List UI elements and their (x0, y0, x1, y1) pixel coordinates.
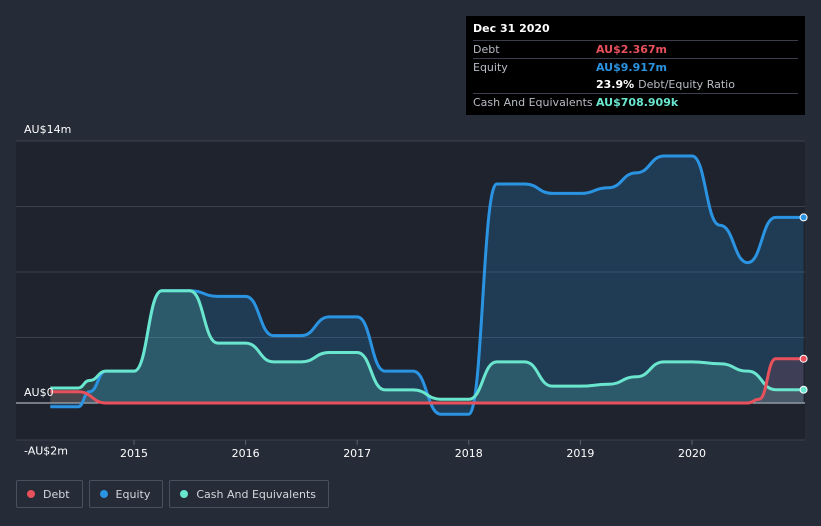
tooltip-label-debt: Debt (473, 43, 500, 56)
x-tick-label: 2020 (678, 447, 706, 460)
tooltip-value-cash: AU$708.909k (596, 96, 679, 109)
tooltip-date: Dec 31 2020 (473, 22, 550, 35)
tooltip-row-cash: Cash And Equivalents AU$708.909k (473, 93, 798, 111)
series-end-markers (799, 213, 808, 394)
legend-dot-equity (99, 490, 108, 498)
series-lines (50, 154, 804, 416)
equity-area (50, 155, 804, 415)
cash-and-equivalents-area (50, 290, 804, 403)
x-tick-label: 2015 (120, 447, 148, 460)
y-tick-label: AU$0 (24, 386, 54, 399)
legend-label-debt: Debt (43, 487, 70, 501)
tooltip-row-debt: Debt AU$2.367m (473, 40, 798, 58)
tooltip-panel: Dec 31 2020 Debt AU$2.367m Equity AU$9.9… (466, 16, 805, 115)
x-tick-label: 2018 (455, 447, 483, 460)
chart-legend: Debt Equity Cash And Equivalents (16, 480, 329, 508)
tooltip-label-cash: Cash And Equivalents (473, 96, 593, 109)
legend-item-debt[interactable]: Debt (16, 480, 83, 508)
legend-dot-debt (27, 490, 35, 498)
y-axis-ticks: AU$14m AU$0 -AU$2m (24, 123, 71, 457)
cash-and-equivalents-line (50, 289, 804, 401)
debt-line (50, 357, 804, 405)
tooltip-row-equity: Equity AU$9.917m (473, 58, 798, 76)
legend-dot-cash (180, 490, 189, 498)
debt-end-marker (799, 354, 808, 363)
series-areas (50, 155, 804, 415)
equity-end-marker (799, 213, 808, 222)
tooltip-value-ratio: 23.9% (596, 78, 635, 91)
x-tick-label: 2017 (343, 447, 371, 460)
tooltip-row-ratio: 23.9% Debt/Equity Ratio (473, 76, 798, 93)
y-tick-label: AU$14m (24, 123, 71, 136)
tooltip-ratio-caption: Debt/Equity Ratio (638, 78, 735, 91)
legend-item-equity[interactable]: Equity (88, 480, 164, 508)
tooltip-value-debt: AU$2.367m (596, 43, 668, 56)
x-axis-ticks: 2015 2016 2017 2018 2019 2020 (120, 440, 706, 460)
legend-item-cash[interactable]: Cash And Equivalents (169, 480, 329, 508)
x-tick-label: 2019 (566, 447, 594, 460)
cash-and-equivalents-end-marker (799, 385, 808, 394)
legend-label-equity: Equity (115, 487, 151, 501)
legend-label-cash: Cash And Equivalents (196, 487, 316, 501)
y-tick-label: -AU$2m (24, 444, 68, 457)
tooltip-label-equity: Equity (473, 61, 508, 74)
x-tick-label: 2016 (232, 447, 260, 460)
tooltip-value-equity: AU$9.917m (596, 61, 668, 74)
